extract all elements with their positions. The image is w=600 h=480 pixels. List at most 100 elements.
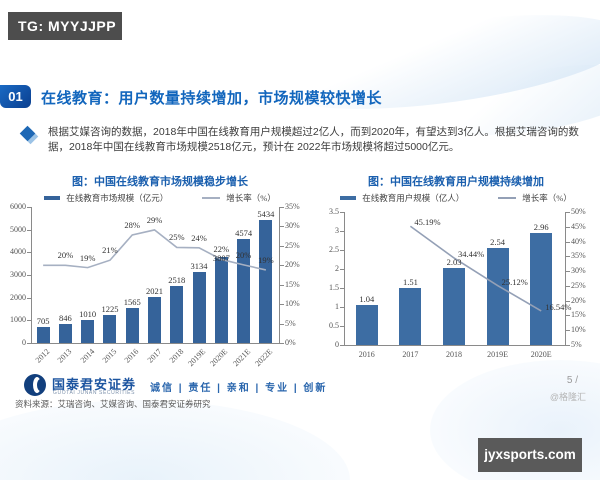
- axis-tick: [566, 212, 570, 213]
- growth-rate-label: 45.19%: [414, 217, 441, 228]
- x-axis-line: [31, 343, 280, 344]
- chart-legend: 在线教育市场规模（亿元） 增长率（%）: [10, 192, 310, 204]
- line-series-swatch: [202, 197, 221, 199]
- y-axis-tick-label: 1000: [10, 315, 26, 325]
- growth-rate-label: 34.44%: [458, 248, 485, 259]
- axis-tick: [27, 297, 31, 299]
- secondary-y-axis-tick-label: 15%: [285, 279, 300, 289]
- x-axis-line: [344, 345, 566, 346]
- bar-value-label: 1010: [79, 309, 97, 320]
- axis-tick: [27, 252, 31, 254]
- y-axis-line: [344, 212, 345, 346]
- x-axis-tick-label: 2020E: [530, 350, 552, 359]
- growth-rate-label: 20%: [57, 250, 74, 261]
- axis-tick: [280, 304, 284, 306]
- bar-value-label: 5434: [257, 208, 275, 219]
- axis-tick: [340, 250, 344, 251]
- secondary-y-axis-tick-label: 40%: [571, 236, 586, 246]
- axis-tick: [340, 345, 344, 346]
- secondary-y-axis-tick-label: 5%: [285, 318, 296, 328]
- bar: [170, 285, 184, 343]
- y-axis-tick-label: 2000: [10, 292, 26, 302]
- y-axis-line: [31, 207, 32, 344]
- bar-value-label: 2.03: [446, 256, 462, 267]
- secondary-y-axis-tick-label: 20%: [571, 295, 586, 305]
- axis-tick: [566, 256, 570, 258]
- axis-tick: [566, 315, 570, 317]
- data-source-note: 资料来源：艾瑞咨询、艾媒咨询、国泰君安证券研究: [15, 399, 211, 409]
- secondary-y-axis-tick-label: 10%: [285, 299, 300, 309]
- bar: [148, 297, 161, 343]
- axis-tick: [566, 285, 570, 287]
- y-axis-tick-label: 4000: [10, 247, 26, 257]
- axis-tick: [280, 323, 284, 325]
- axis-tick: [27, 275, 31, 276]
- growth-rate-label: 25%: [168, 232, 185, 243]
- y-axis-tick-label: 0: [335, 340, 339, 349]
- bar-value-label: 705: [36, 316, 50, 327]
- growth-rate-label: 21%: [102, 245, 118, 256]
- growth-rate-label: 29%: [146, 214, 163, 225]
- y-axis-tick-label: 2.5: [329, 245, 339, 254]
- page-number: 5 /: [566, 375, 578, 386]
- growth-rate-line: [43, 229, 267, 271]
- axis-tick: [280, 265, 284, 267]
- bar: [399, 287, 422, 345]
- bar-value-label: 2.96: [533, 221, 549, 232]
- y-axis-tick-label: 1.5: [329, 283, 339, 292]
- y-axis-tick-label: 2: [335, 264, 339, 273]
- bar-value-label: 846: [59, 312, 72, 323]
- plot-area: 0 0.5 1 1.5 2 2.5 3 3.5 5% 10% 15% 20% 25% 30% 35% 40% 4…: [322, 170, 590, 370]
- secondary-y-axis-tick-label: 20%: [285, 260, 300, 270]
- axis-tick: [27, 207, 31, 208]
- growth-rate-line: [409, 225, 542, 312]
- background-wave-bottom-left: [0, 400, 350, 480]
- axis-tick: [566, 226, 570, 228]
- axis-tick: [566, 271, 570, 273]
- bar: [486, 248, 509, 345]
- chart-title: 图：中国在线教育市场规模稳步增长: [72, 176, 248, 188]
- secondary-y-axis-tick-label: 15%: [571, 310, 586, 320]
- bar-series-swatch: [340, 196, 357, 200]
- bar: [443, 267, 465, 345]
- bar: [103, 315, 117, 343]
- bar: [214, 256, 228, 343]
- line-series-swatch: [498, 197, 517, 199]
- axis-tick: [340, 307, 344, 308]
- secondary-y-axis-tick-label: 45%: [571, 221, 586, 231]
- chart-legend: 在线教育用户规模（亿人） 增长率（%）: [322, 192, 590, 204]
- axis-tick: [340, 212, 344, 213]
- legend-label-line: 增长率（%）: [226, 193, 276, 203]
- secondary-y-axis-tick-label: 35%: [571, 251, 586, 261]
- bar: [125, 307, 139, 343]
- gelonghui-watermark: @格隆汇: [549, 392, 586, 402]
- bar-value-label: 3134: [190, 260, 208, 271]
- section-number-badge: 01: [0, 85, 31, 108]
- bar: [530, 232, 553, 345]
- bar: [192, 271, 206, 343]
- x-axis-tick-label: 2016: [358, 350, 375, 359]
- x-axis-tick-label: 2018: [446, 350, 462, 359]
- y-axis-tick-label: 1: [335, 302, 339, 311]
- growth-rate-label: 19%: [79, 252, 96, 263]
- bar-value-label: 1.51: [402, 276, 418, 287]
- bar-series-swatch: [44, 196, 61, 200]
- axis-tick: [340, 231, 344, 232]
- secondary-y-axis-tick-label: 25%: [571, 280, 586, 290]
- bar: [58, 323, 72, 343]
- diamond-bullet-icon: [19, 125, 39, 145]
- y-axis-tick-label: 3000: [10, 270, 26, 279]
- bar-value-label: 1.04: [359, 294, 375, 305]
- secondary-y-axis-tick-label: 5%: [571, 340, 582, 349]
- secondary-y-axis-tick-label: 30%: [285, 221, 300, 231]
- axis-tick: [340, 269, 344, 270]
- axis-tick: [27, 229, 31, 231]
- axis-tick: [280, 207, 284, 208]
- x-axis-tick-label: 2017: [402, 350, 419, 359]
- bar: [81, 320, 95, 343]
- bar-value-label: 3807: [212, 253, 230, 264]
- secondary-y-axis-tick-label: 35%: [285, 202, 300, 211]
- y-axis-tick-label: 6000: [10, 202, 26, 211]
- secondary-y-axis-tick-label: 25%: [285, 240, 300, 250]
- axis-tick: [27, 343, 31, 344]
